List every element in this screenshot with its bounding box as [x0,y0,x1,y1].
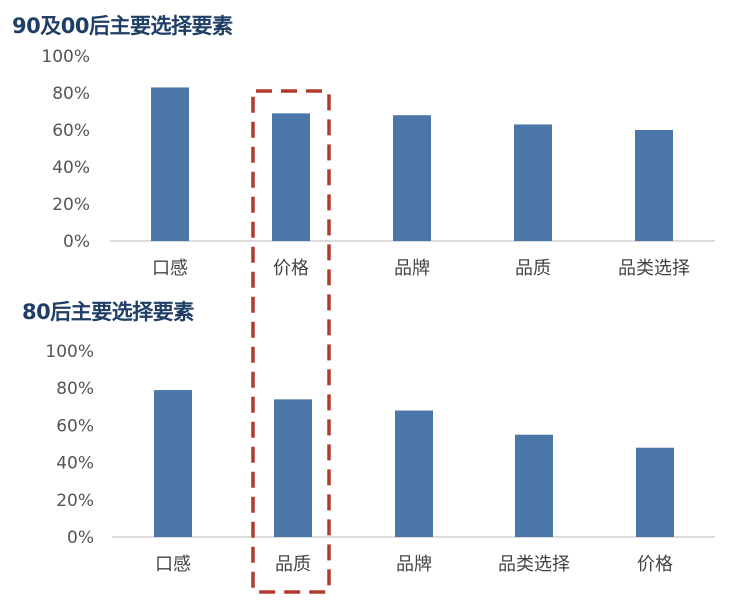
bottom-ytick-label: 80% [56,379,94,399]
top-category-label: 口感 [152,258,188,279]
top-bar [272,113,310,241]
top-category-label: 价格 [273,258,309,279]
top-bar [514,124,552,241]
highlight-dashed-box [251,89,331,594]
top-bar [151,87,189,241]
top-ytick-label: 80% [52,84,90,104]
top-bar [635,130,673,241]
top-category-label: 品类选择 [618,258,690,279]
bottom-category-label: 品类选择 [498,554,570,575]
top-ytick-label: 60% [52,121,90,141]
chart-title-top: 90及00后主要选择要素 [12,14,233,38]
bottom-bar [154,390,192,537]
top-ytick-label: 40% [52,158,90,178]
bottom-category-label: 品牌 [396,554,432,575]
bottom-bar [636,447,674,537]
bottom-ytick-label: 40% [56,454,94,474]
bottom-ytick-label: 20% [56,491,94,511]
top-ytick-label: 20% [52,195,90,215]
bottom-bar [515,434,553,537]
bottom-ytick-label: 60% [56,416,94,436]
bottom-bar [395,410,433,537]
bottom-category-label: 价格 [637,554,673,575]
bottom-bar [274,399,312,537]
bottom-ytick-label: 0% [67,528,94,548]
chart-title-bottom: 80后主要选择要素 [22,300,194,324]
bottom-ytick-label: 100% [45,342,94,362]
top-bar [393,115,431,241]
bottom-category-label: 口感 [155,554,191,575]
top-category-label: 品牌 [394,258,430,279]
top-category-label: 品质 [515,258,551,279]
top-ytick-label: 0% [63,232,90,252]
top-ytick-label: 100% [41,47,90,67]
bottom-category-label: 品质 [275,554,311,575]
